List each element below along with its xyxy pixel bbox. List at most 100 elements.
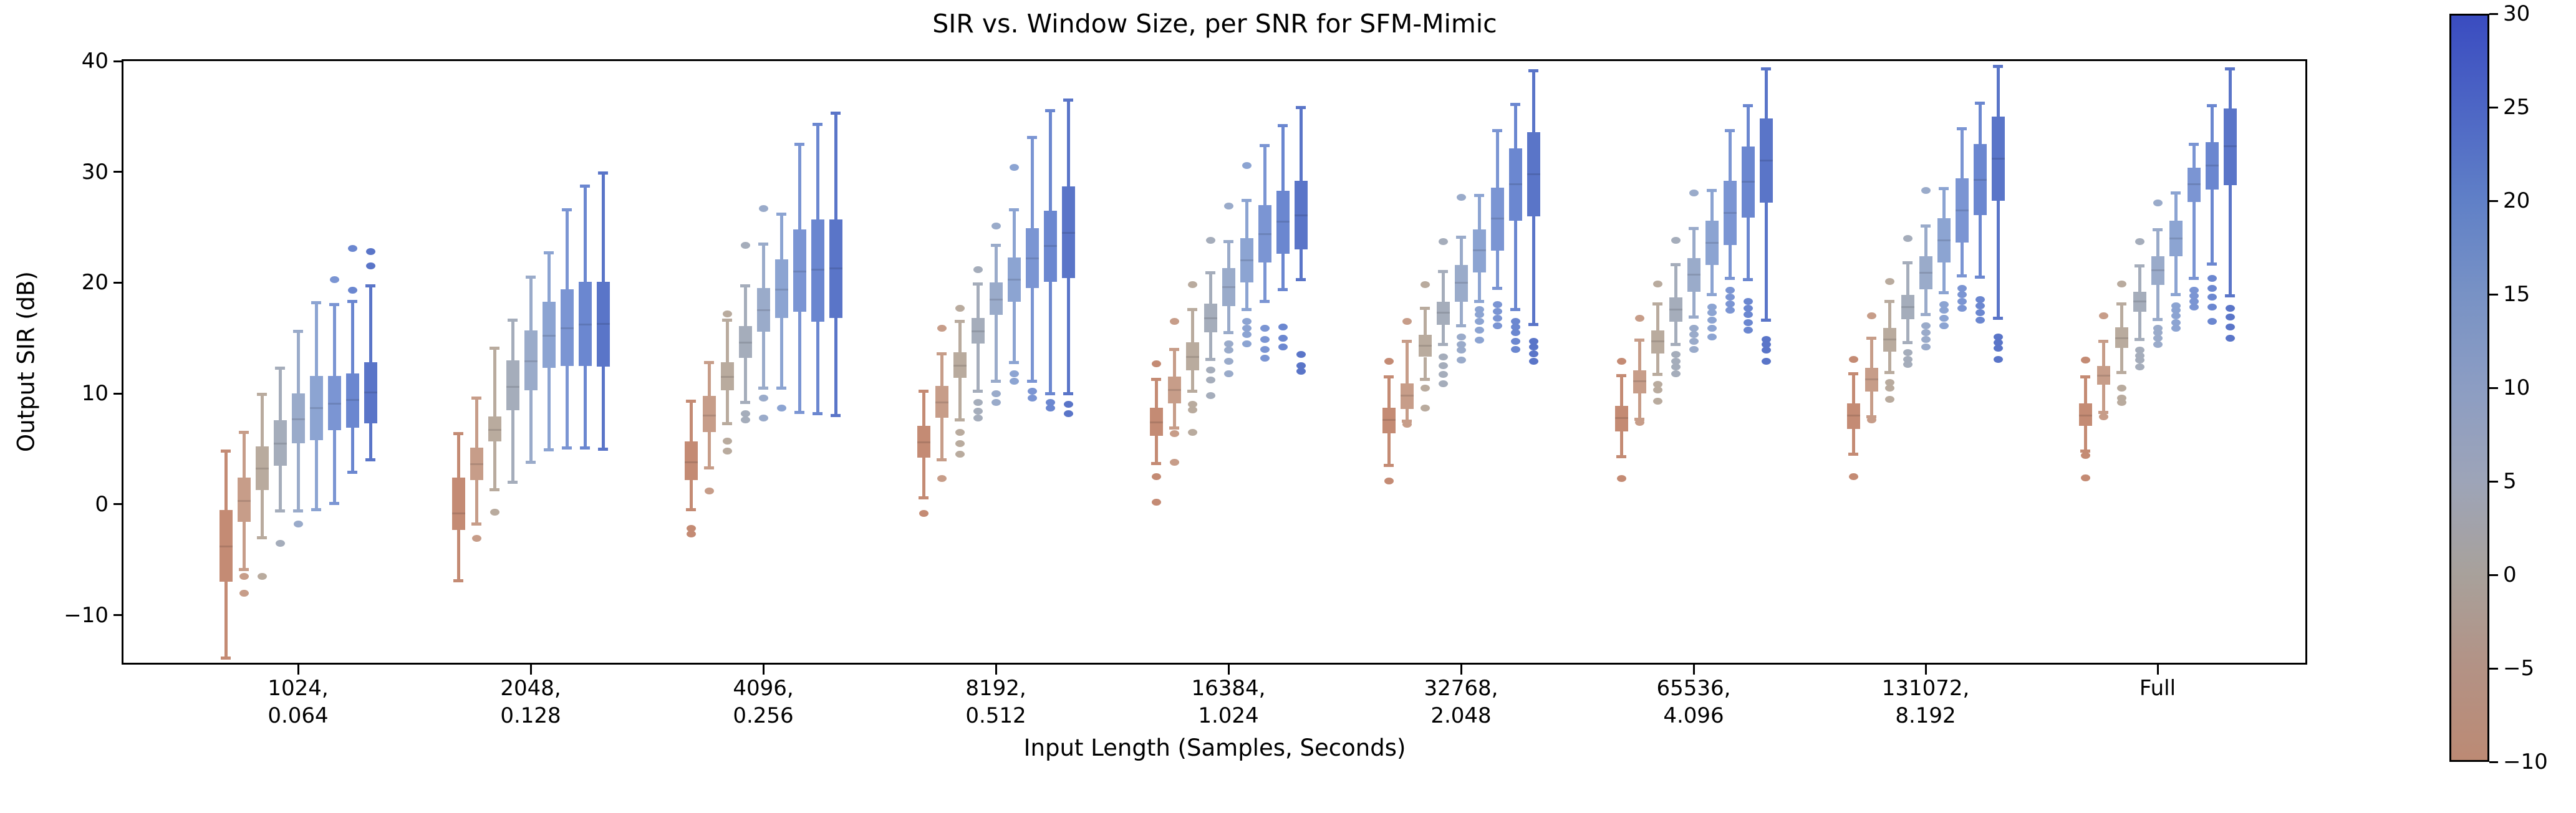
median-line (793, 271, 806, 273)
whisker-cap-top (1384, 375, 1394, 378)
flier-dot (1921, 335, 1931, 343)
whisker-cap-bottom (508, 480, 518, 484)
flier-dot (1725, 294, 1735, 301)
box (684, 441, 698, 480)
whisker-cap-bottom (991, 380, 1001, 383)
whisker-upper (1996, 66, 2000, 117)
whisker-upper (1638, 340, 1641, 370)
whisker-lower (1746, 217, 1750, 280)
box (488, 416, 501, 441)
flier-dot (2207, 294, 2217, 301)
whisker-cap-bottom (1848, 453, 1858, 456)
whisker-cap-bottom (1957, 274, 1967, 278)
flier-dot (1278, 324, 1288, 331)
whisker-cap-top (1492, 129, 1502, 133)
whisker-cap-top (275, 366, 285, 370)
median-line (219, 545, 233, 547)
whisker-cap-bottom (257, 536, 267, 539)
whisker-cap-bottom (329, 501, 339, 505)
flier-dot (1743, 311, 1753, 319)
flier-dot (758, 414, 768, 421)
whisker-lower (224, 582, 228, 658)
whisker-lower (1888, 351, 1891, 373)
whisker-cap-bottom (813, 411, 822, 415)
flier-dot (2116, 280, 2126, 287)
flier-dot (1474, 318, 1484, 325)
whisker-cap-top (686, 400, 696, 403)
whisker-lower (278, 465, 282, 511)
flier-dot (1634, 418, 1644, 426)
flier-dot (1384, 358, 1394, 365)
whisker-cap-bottom (794, 410, 804, 414)
median-line (291, 418, 305, 420)
whisker-lower (601, 367, 605, 449)
whisker-upper (242, 432, 246, 478)
whisker-lower (1924, 289, 1927, 315)
flier-dot (973, 398, 983, 406)
whisker-cap-top (2189, 142, 2199, 146)
flier-dot (1707, 334, 1717, 340)
whisker-upper (1405, 341, 1409, 384)
whisker-upper (493, 348, 496, 417)
flier-dot (1027, 394, 1037, 402)
whisker-lower (2101, 384, 2105, 413)
y-tick-mark (113, 392, 123, 395)
flier-dot (1975, 317, 1985, 324)
flier-dot (1921, 187, 1931, 195)
flier-dot (1510, 318, 1520, 325)
whisker-cap-bottom (1616, 455, 1626, 458)
whisker-cap-top (1169, 347, 1179, 351)
whisker-lower (2192, 201, 2196, 279)
median-line (1025, 257, 1039, 259)
median-line (1240, 259, 1253, 262)
flier-dot (2153, 324, 2163, 332)
flier-dot (1975, 296, 1985, 303)
whisker-lower (1692, 291, 1696, 317)
whisker-lower (1978, 215, 1982, 277)
whisker-cap-top (508, 319, 518, 322)
flier-dot (1957, 298, 1967, 305)
flier-dot (686, 525, 696, 532)
flier-dot (1474, 311, 1484, 319)
flier-dot (955, 440, 965, 447)
box (451, 478, 465, 530)
median-line (1418, 345, 1432, 347)
whisker-cap-bottom (2189, 276, 2199, 280)
flier-dot (1456, 341, 1466, 349)
whisker-upper (260, 394, 264, 447)
whisker-cap-bottom (347, 470, 357, 474)
whisker-cap-top (1438, 270, 1448, 274)
whisker-cap-bottom (544, 448, 554, 452)
whisker-upper (350, 301, 354, 374)
flier-dot (1921, 329, 1931, 336)
whisker-cap-bottom (1528, 323, 1538, 327)
whisker-cap-top (776, 212, 786, 216)
whisker-upper (725, 320, 729, 363)
whisker-lower (314, 440, 318, 510)
colorbar-tick-mark (2489, 667, 2498, 670)
whisker-lower (798, 311, 801, 413)
median-line (2223, 145, 2237, 148)
median-line (1846, 415, 1860, 417)
flier-dot (2153, 334, 2163, 342)
flier-dot (722, 448, 732, 455)
flier-dot (1456, 194, 1466, 201)
median-line (1705, 241, 1719, 244)
whisker-lower (1299, 249, 1303, 280)
median-line (1723, 211, 1737, 214)
flier-dot (1456, 357, 1466, 364)
whisker-cap-top (831, 112, 841, 115)
flier-dot (1474, 327, 1484, 334)
flier-dot (1671, 363, 1681, 370)
flier-dot (1223, 358, 1233, 365)
flier-dot (2189, 287, 2199, 294)
whisker-cap-top (813, 122, 822, 126)
whisker-cap-bottom (1205, 357, 1215, 361)
whisker-upper (1030, 137, 1034, 229)
flier-dot (2098, 312, 2108, 320)
flier-dot (2207, 284, 2217, 292)
flier-dot (1652, 280, 1662, 287)
flier-dot (1296, 351, 1306, 358)
